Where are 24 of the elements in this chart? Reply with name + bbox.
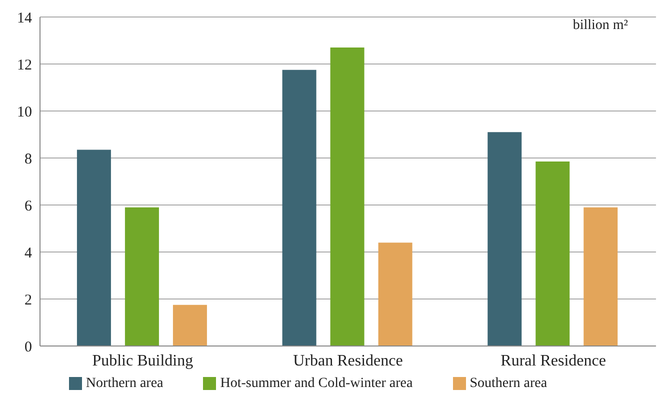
y-tick-label: 14 (17, 10, 32, 26)
y-tick-label: 8 (24, 151, 32, 168)
bar (76, 150, 111, 346)
x-tick-label: Urban Residence (293, 352, 403, 370)
bar (488, 132, 522, 346)
y-tick-label: 12 (17, 57, 32, 74)
bar (536, 162, 570, 346)
legend-label: Southern area (470, 376, 548, 391)
legend-label: Hot-summer and Cold-winter area (220, 376, 413, 391)
x-tick-label: Rural Residence (500, 352, 606, 370)
y-tick-label: 4 (24, 245, 32, 262)
bar (378, 242, 412, 346)
y-tick-label: 6 (24, 198, 32, 214)
bar (584, 207, 618, 346)
y-tick-label: 2 (24, 292, 32, 308)
y-tick-label: 10 (17, 104, 32, 120)
bar (172, 304, 207, 346)
bar (124, 207, 159, 346)
legend-label: Northern area (86, 376, 164, 391)
bar (282, 70, 316, 346)
y-tick-label: 0 (24, 339, 32, 356)
annotation: billion m² (572, 18, 628, 34)
bar (330, 48, 364, 346)
x-tick-label: Public Building (92, 352, 194, 370)
